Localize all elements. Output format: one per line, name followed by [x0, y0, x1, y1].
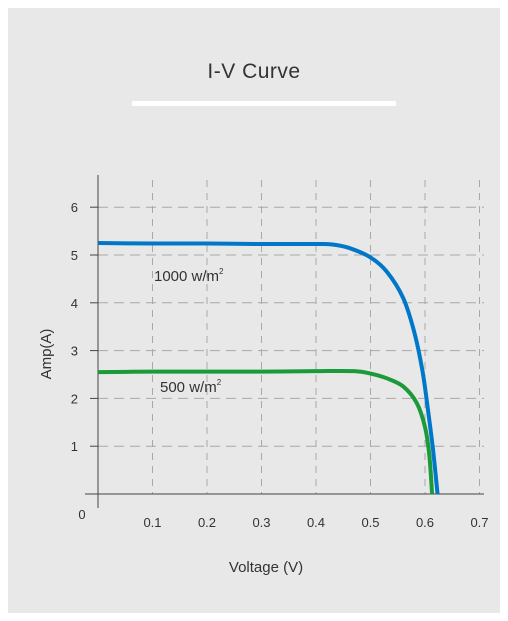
- chart-title: I-V Curve: [207, 60, 301, 83]
- chart-panel: [8, 8, 500, 613]
- origin-label: 0: [78, 507, 85, 522]
- tick-labels: 0.1 0.2 0.3 0.4 0.5 0.6 0.7 1 2 3 4 5 6: [71, 200, 489, 530]
- y-tick-label: 1: [71, 439, 78, 454]
- series-line-1: [97, 241, 440, 495]
- x-tick-label: 0.7: [470, 515, 488, 530]
- x-tick-label: 0.3: [252, 515, 270, 530]
- series-labels: 1000 w/m2 500 w/m2: [154, 267, 224, 396]
- series-label-superscript: 2: [217, 378, 222, 387]
- axes: [85, 175, 484, 508]
- y-tick-label: 6: [71, 200, 78, 215]
- x-tick-label: 0.2: [198, 515, 216, 530]
- series-label-superscript: 2: [219, 267, 224, 276]
- y-axis-label: Amp(A): [38, 329, 55, 380]
- series-label-1: 1000 w/m2: [154, 267, 224, 285]
- x-tick-label: 0.6: [416, 515, 434, 530]
- y-tick-label: 2: [71, 391, 78, 406]
- series-lines: [97, 241, 440, 495]
- x-tick-label: 0.1: [143, 515, 161, 530]
- grid: [98, 180, 484, 494]
- series-label-2: 500 w/m2: [160, 378, 222, 396]
- y-tick-label: 4: [71, 296, 78, 311]
- x-axis-label: Voltage (V): [229, 559, 303, 576]
- y-tick-label: 5: [71, 248, 78, 263]
- title-underline: [132, 101, 396, 106]
- y-tick-label: 3: [71, 344, 78, 359]
- x-tick-label: 0.4: [307, 515, 325, 530]
- series-line-2: [97, 368, 435, 495]
- x-tick-label: 0.5: [361, 515, 379, 530]
